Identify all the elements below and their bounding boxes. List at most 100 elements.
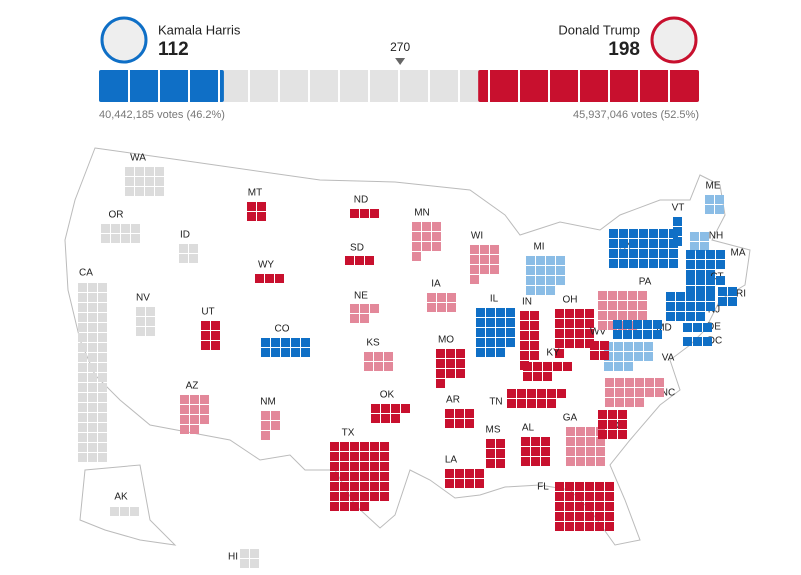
ev-square bbox=[576, 427, 585, 436]
ev-square bbox=[555, 349, 564, 358]
ev-square bbox=[88, 323, 97, 332]
ev-square bbox=[608, 321, 617, 330]
ev-square bbox=[340, 442, 349, 451]
ev-square bbox=[644, 342, 653, 351]
ev-square bbox=[98, 413, 107, 422]
ev-square bbox=[523, 372, 532, 381]
ev-square bbox=[536, 256, 545, 265]
ev-square bbox=[476, 348, 485, 357]
ev-square bbox=[555, 522, 564, 531]
ev-square bbox=[155, 187, 164, 196]
ev-square bbox=[628, 301, 637, 310]
state-ev-grid bbox=[350, 304, 379, 323]
ev-square bbox=[715, 195, 724, 204]
ev-square bbox=[575, 329, 584, 338]
state-ev-grid bbox=[78, 283, 107, 462]
state-label: OK bbox=[380, 390, 395, 401]
state-ev-grid bbox=[590, 341, 609, 360]
ev-square bbox=[78, 453, 87, 462]
ev-square bbox=[486, 318, 495, 327]
ev-square bbox=[576, 457, 585, 466]
ev-square bbox=[676, 302, 685, 311]
ev-square bbox=[350, 462, 359, 471]
ev-square bbox=[596, 447, 605, 456]
ev-square bbox=[598, 420, 607, 429]
state-ev-grid bbox=[521, 437, 550, 466]
ev-square bbox=[547, 389, 556, 398]
ev-square bbox=[537, 389, 546, 398]
ev-square bbox=[614, 352, 623, 361]
ev-square bbox=[131, 234, 140, 243]
ev-square bbox=[629, 239, 638, 248]
ev-square bbox=[261, 431, 270, 440]
state-label: PA bbox=[639, 277, 652, 288]
ev-square bbox=[530, 311, 539, 320]
ev-square bbox=[446, 349, 455, 358]
ev-square bbox=[608, 420, 617, 429]
state-label: NE bbox=[354, 291, 368, 302]
state-ev-grid bbox=[666, 292, 715, 321]
ev-square bbox=[200, 405, 209, 414]
ev-square bbox=[586, 427, 595, 436]
ev-square bbox=[496, 348, 505, 357]
ev-square bbox=[98, 333, 107, 342]
ev-square bbox=[595, 482, 604, 491]
ev-square bbox=[180, 425, 189, 434]
ev-square bbox=[456, 359, 465, 368]
ev-square bbox=[706, 250, 715, 259]
ev-square bbox=[520, 311, 529, 320]
ev-square bbox=[120, 507, 129, 516]
state-label: UT bbox=[201, 307, 214, 318]
state-label: NV bbox=[136, 293, 150, 304]
ev-square bbox=[381, 414, 390, 423]
ev-square bbox=[340, 492, 349, 501]
state-ev-grid bbox=[179, 244, 198, 263]
state-ev-grid bbox=[364, 352, 393, 371]
ev-square bbox=[247, 202, 256, 211]
left-bar bbox=[99, 70, 224, 102]
ev-square bbox=[261, 348, 270, 357]
state-label: MS bbox=[486, 425, 501, 436]
ev-square bbox=[530, 351, 539, 360]
state-label: MD bbox=[656, 323, 672, 334]
ev-square bbox=[88, 283, 97, 292]
ev-square bbox=[690, 232, 699, 241]
ev-square bbox=[566, 447, 575, 456]
ev-square bbox=[78, 433, 87, 442]
ev-square bbox=[530, 331, 539, 340]
ev-square bbox=[436, 359, 445, 368]
ev-square bbox=[585, 319, 594, 328]
ev-square bbox=[613, 320, 622, 329]
ev-square bbox=[614, 362, 623, 371]
ev-square bbox=[624, 342, 633, 351]
ev-square bbox=[585, 329, 594, 338]
state-ev-grid bbox=[686, 250, 725, 279]
ev-square bbox=[496, 328, 505, 337]
ev-square bbox=[676, 292, 685, 301]
ev-square bbox=[618, 430, 627, 439]
state-ev-grid bbox=[476, 308, 515, 357]
ev-square bbox=[422, 222, 431, 231]
ev-square bbox=[575, 482, 584, 491]
ev-square bbox=[600, 341, 609, 350]
ev-square bbox=[370, 482, 379, 491]
ev-square bbox=[131, 224, 140, 233]
ev-square bbox=[125, 177, 134, 186]
ev-square bbox=[706, 260, 715, 269]
state-ev-grid bbox=[445, 469, 484, 488]
state-label: MT bbox=[248, 188, 262, 199]
ev-square bbox=[380, 482, 389, 491]
ev-square bbox=[585, 492, 594, 501]
ev-square bbox=[480, 245, 489, 254]
ev-square bbox=[330, 492, 339, 501]
ev-square bbox=[330, 482, 339, 491]
ev-square bbox=[350, 304, 359, 313]
ev-square bbox=[412, 242, 421, 251]
ev-square bbox=[598, 410, 607, 419]
ev-square bbox=[531, 457, 540, 466]
ev-square bbox=[556, 256, 565, 265]
ev-square bbox=[696, 270, 705, 279]
ev-square bbox=[446, 359, 455, 368]
ev-square bbox=[585, 512, 594, 521]
